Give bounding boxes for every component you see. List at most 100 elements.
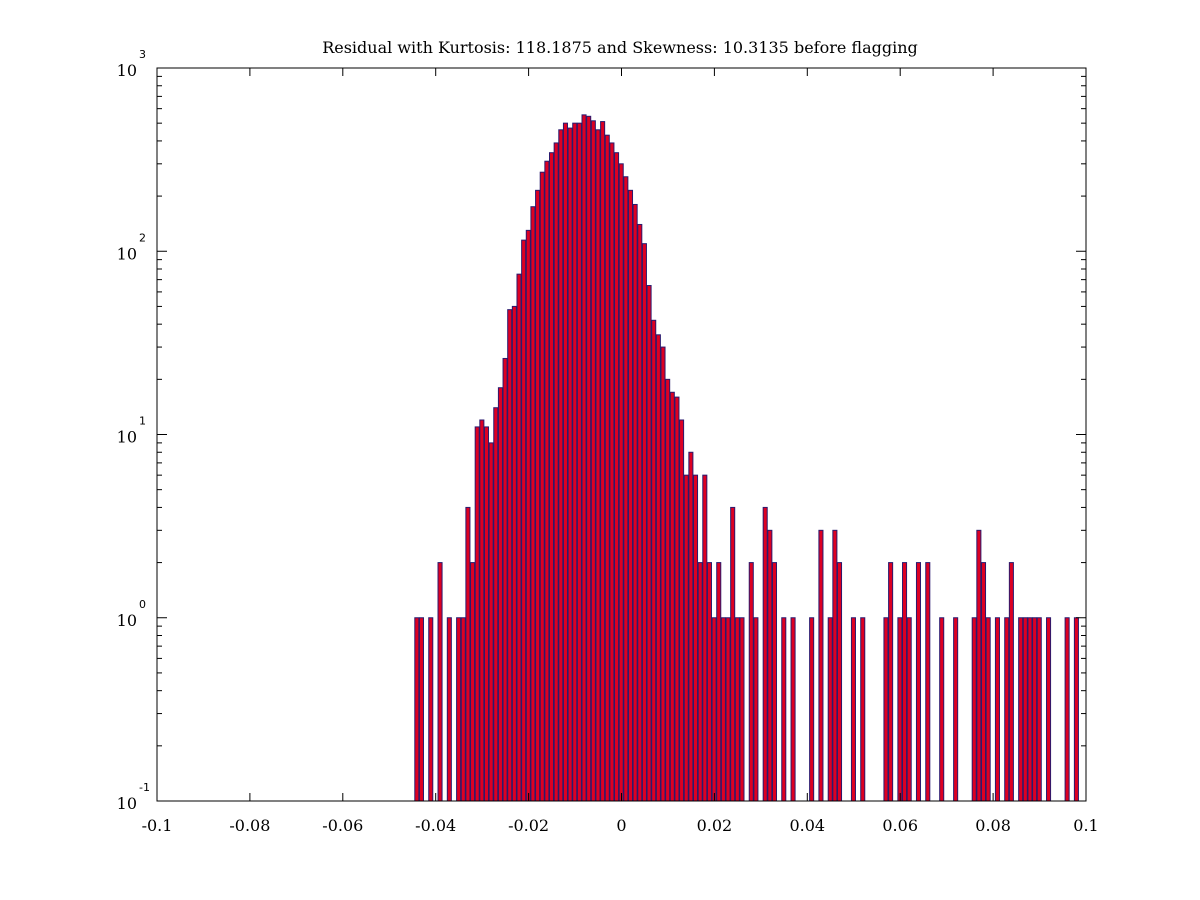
histogram-bar: [888, 562, 894, 802]
histogram-bar: [641, 243, 647, 802]
histogram-bar: [762, 506, 768, 802]
histogram-bar: [521, 239, 527, 802]
y-tick-label: 10: [117, 428, 137, 447]
histogram-bar: [897, 617, 903, 802]
histogram-bar: [1064, 617, 1070, 802]
histogram-bar: [939, 617, 945, 802]
histogram-bar: [465, 506, 471, 802]
histogram-bar: [906, 617, 912, 802]
histogram-bar: [502, 357, 508, 802]
histogram-bar: [683, 474, 689, 802]
y-tick-label: 10: [117, 61, 137, 80]
histogram-bar: [850, 617, 856, 802]
histogram-bar: [562, 122, 568, 802]
x-tick-label: 0.08: [975, 816, 1011, 835]
histogram-bar: [1018, 617, 1024, 802]
x-tick-label: -0.02: [508, 816, 549, 835]
histogram-bar: [818, 529, 824, 802]
histogram-bar: [674, 396, 680, 802]
histogram-bar: [809, 617, 815, 802]
histogram-bar: [414, 617, 420, 802]
histogram-bar: [781, 617, 787, 802]
histogram-bar: [953, 617, 959, 802]
histogram-bar: [660, 346, 666, 802]
histogram-bar: [493, 407, 499, 802]
histogram-bar: [474, 426, 480, 802]
histogram-bar: [980, 562, 987, 802]
histogram-bar: [581, 114, 587, 802]
histogram-bar: [646, 285, 652, 802]
histogram-bar: [558, 129, 564, 802]
x-tick-label: 0.1: [1073, 816, 1098, 835]
histogram-bar: [511, 305, 517, 802]
histogram-bar: [627, 189, 634, 802]
y-tick-label: 10: [117, 611, 137, 630]
histogram-bar: [600, 121, 606, 802]
histogram-bar: [725, 617, 731, 802]
histogram-bar: [549, 152, 555, 802]
histogram-bar: [702, 474, 708, 802]
histogram-bar: [632, 203, 638, 802]
x-tick-label: -0.06: [322, 816, 363, 835]
x-tick-label: -0.1: [142, 816, 173, 835]
histogram-bar: [483, 426, 490, 802]
histogram-bar: [693, 474, 699, 802]
histogram-bar: [971, 617, 977, 802]
y-tick-exponent: 2: [139, 231, 146, 244]
histogram-bar: [1036, 617, 1042, 802]
histogram-bar: [669, 391, 675, 802]
histogram-bar: [767, 529, 773, 802]
histogram-bar: [516, 273, 522, 802]
histogram-bar: [488, 442, 494, 802]
histogram-bar: [609, 142, 615, 802]
histogram-bar: [567, 127, 573, 802]
x-ticks-group: -0.1 -0.08 -0.06 -0.04 -0.02 0 0.02 0.04 0.06 0.0…: [142, 68, 1099, 835]
histogram-bar: [1027, 617, 1033, 802]
histogram-bar: [428, 617, 434, 802]
y-tick-label: 10: [117, 244, 137, 263]
histogram-bar: [883, 617, 889, 802]
histogram-bar: [525, 229, 531, 802]
histogram-bar: [618, 163, 624, 802]
histogram-bar: [790, 617, 796, 802]
histogram-bar: [418, 617, 424, 802]
histogram-bar: [655, 334, 661, 802]
y-tick-exponent: 1: [139, 415, 146, 428]
histogram-bar: [720, 617, 726, 802]
histogram-bar: [446, 617, 452, 802]
histogram-bar: [456, 617, 462, 802]
histogram-bar: [460, 617, 466, 802]
histogram-bar: [1046, 617, 1052, 802]
y-tick-exponent: 0: [139, 598, 146, 611]
x-tick-label: 0.06: [882, 816, 918, 835]
histogram-bar: [915, 562, 922, 802]
histogram-bar: [572, 122, 578, 802]
histogram-bar: [665, 378, 671, 802]
histogram-bar: [1022, 617, 1028, 802]
histogram-bar: [595, 129, 601, 802]
histogram-bar: [860, 617, 866, 802]
histogram-bar: [1032, 617, 1038, 802]
histogram-bar: [479, 419, 485, 802]
histogram-bar: [623, 176, 629, 802]
histogram-bar: [437, 562, 443, 802]
histogram-bar: [688, 451, 694, 802]
histogram-bar: [753, 617, 759, 802]
x-tick-label: 0.04: [789, 816, 825, 835]
histogram-bar: [994, 617, 1000, 802]
histogram-bar: [925, 562, 931, 802]
histogram-bar: [539, 171, 545, 802]
histogram-bar: [497, 387, 503, 802]
histogram-bar: [697, 562, 703, 802]
x-tick-label: -0.04: [415, 816, 456, 835]
histogram-bar: [836, 562, 843, 802]
histogram-bar: [827, 617, 833, 802]
histogram-bar: [711, 617, 717, 802]
histogram-bar: [832, 529, 838, 802]
histogram-bar: [604, 134, 610, 802]
histogram-bar: [544, 160, 550, 802]
histogram-bar: [739, 617, 745, 802]
x-tick-label: 0.02: [697, 816, 733, 835]
